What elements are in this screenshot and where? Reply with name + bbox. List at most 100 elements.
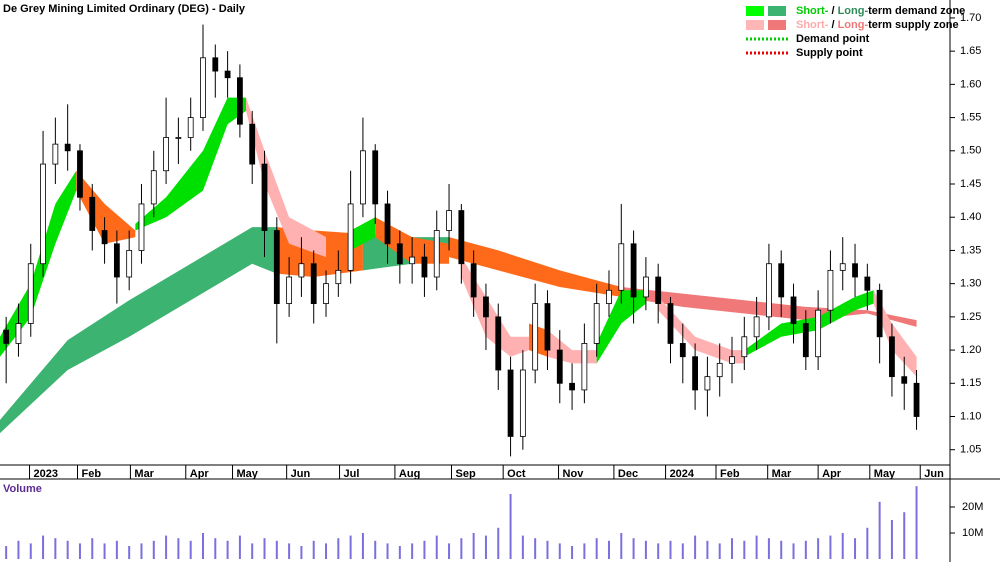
x-tick-label: Sep <box>456 468 476 480</box>
volume-bar <box>780 540 783 559</box>
volume-bar <box>423 540 426 559</box>
candle-body <box>286 276 293 304</box>
candle-body <box>839 263 846 271</box>
volume-bar <box>706 540 709 559</box>
y-tick-label: 1.35 <box>960 244 981 256</box>
candle-body <box>532 303 539 371</box>
volume-bar <box>890 520 893 559</box>
volume-bar <box>448 543 451 559</box>
candle-body <box>519 369 526 437</box>
candle-body <box>64 143 71 152</box>
volume-bar <box>546 540 549 559</box>
legend-swatch <box>746 6 764 16</box>
volume-bar <box>915 486 918 559</box>
candle-body <box>126 250 133 278</box>
x-tick-label: Nov <box>563 468 585 480</box>
candle-body <box>913 382 920 417</box>
candle-body <box>692 356 698 391</box>
volume-bar <box>115 540 118 559</box>
volume-bar <box>854 538 857 559</box>
volume-bar <box>337 538 340 559</box>
legend-swatch <box>746 20 764 30</box>
candle-body <box>889 336 895 378</box>
volume-bar <box>349 535 352 559</box>
legend-label-part: Short- <box>796 5 829 17</box>
candle-body <box>52 143 59 165</box>
volume-bar <box>509 494 512 559</box>
candle-body <box>630 243 637 298</box>
volume-bar <box>312 540 315 559</box>
candle-body <box>224 70 231 79</box>
zone <box>246 97 327 258</box>
volume-bar <box>165 535 168 559</box>
y-tick-label: 1.25 <box>960 311 981 323</box>
candle-body <box>175 137 182 139</box>
candle-body <box>852 263 858 278</box>
volume-bar <box>694 535 697 559</box>
volume-bar <box>755 535 758 559</box>
candle-body <box>77 150 83 198</box>
candles <box>3 24 920 457</box>
candle-body <box>101 230 108 245</box>
candle-body <box>827 269 834 311</box>
volume-tick-label: 10M <box>962 527 983 539</box>
volume-bar <box>521 535 524 559</box>
zones <box>0 97 917 434</box>
candle-body <box>421 256 428 278</box>
x-tick-label: Feb <box>82 468 102 480</box>
volume-bar <box>128 546 131 559</box>
legend-swatch <box>768 6 786 16</box>
y-tick-label: 1.20 <box>960 344 981 356</box>
volume-bar <box>632 538 635 559</box>
candle-body <box>384 203 391 245</box>
volume-bar <box>238 535 241 559</box>
legend-label-part: / <box>828 19 837 31</box>
candle-body <box>138 203 145 251</box>
candle-body <box>347 203 354 271</box>
candle-body <box>593 303 600 344</box>
candle-body <box>261 163 268 231</box>
candle-body <box>495 316 502 371</box>
y-tick-label: 1.50 <box>960 145 981 157</box>
candle-body <box>741 336 748 358</box>
zone <box>658 296 745 364</box>
volume-bar <box>595 538 598 559</box>
x-tick-label: 2023 <box>34 468 58 480</box>
candle-body <box>679 343 686 358</box>
candle-body <box>237 77 243 125</box>
x-tick-label: Oct <box>507 468 526 480</box>
candle-body <box>569 382 575 391</box>
volume-bar <box>497 527 500 559</box>
candle-body <box>113 243 120 278</box>
legend-label-part: Short- <box>796 19 829 31</box>
volume-bar <box>42 535 45 559</box>
candle-body <box>606 289 612 304</box>
volume-bar <box>189 540 192 559</box>
legend-label: Short- / Long-term demand zone <box>796 5 965 17</box>
candle-body <box>667 303 674 344</box>
volume-bar <box>226 540 229 559</box>
y-tick-label: 1.30 <box>960 278 981 290</box>
volume-bar <box>263 538 266 559</box>
candle-body <box>802 323 809 358</box>
volume-bar <box>644 540 647 559</box>
y-tick-label: 1.45 <box>960 178 981 190</box>
x-tick-label: Apr <box>190 468 210 480</box>
volume-bar <box>411 543 414 559</box>
volume-bar <box>620 533 623 559</box>
candle-body <box>27 263 34 324</box>
volume-bar <box>435 535 438 559</box>
legend-swatch <box>768 20 786 30</box>
volume-bar <box>460 538 463 559</box>
candle-body <box>544 303 551 351</box>
volume-bar <box>201 533 204 559</box>
candle-body <box>458 210 465 265</box>
candle-body <box>642 276 649 298</box>
volume-bar <box>607 540 610 559</box>
volume-bar <box>558 543 561 559</box>
candle-body <box>753 316 760 338</box>
candle-body <box>433 230 440 278</box>
volume-bar <box>681 543 684 559</box>
volume-bar <box>103 543 106 559</box>
